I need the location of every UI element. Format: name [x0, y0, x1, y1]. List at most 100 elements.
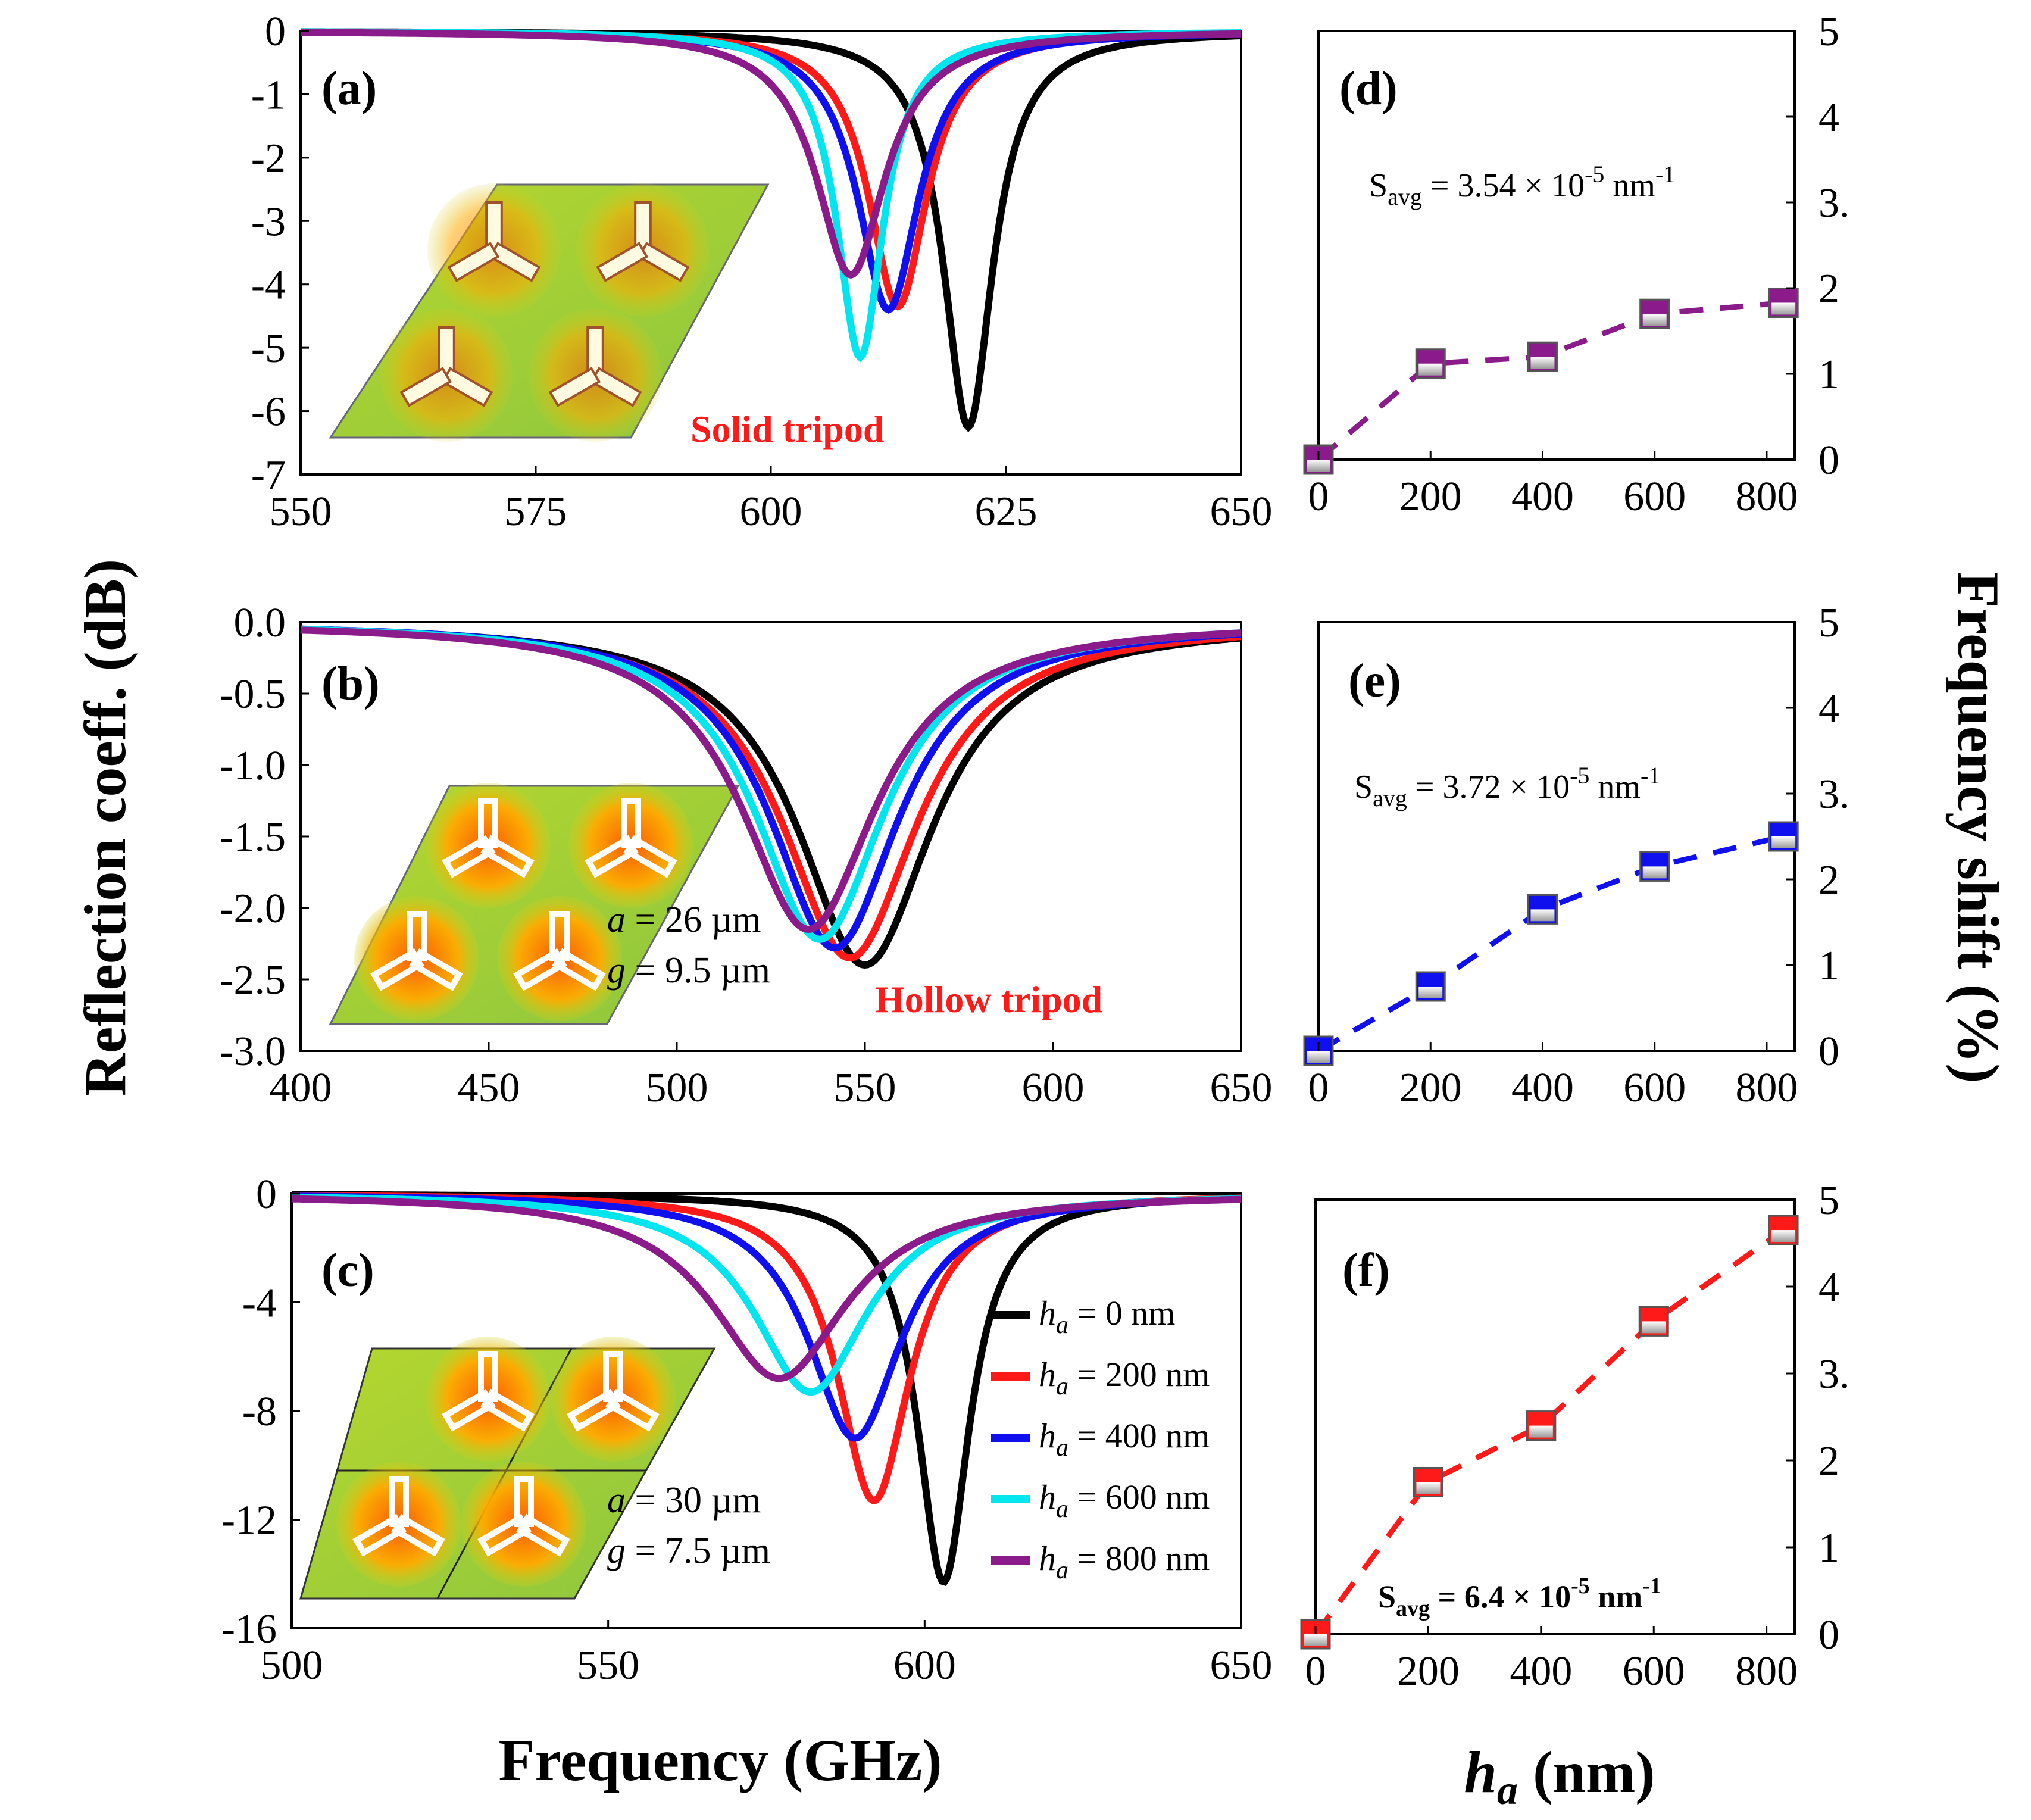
y-tick-label: 5	[1818, 9, 1839, 55]
y-tick-label: -2.5	[220, 957, 286, 1003]
tripod-unit	[461, 1462, 586, 1587]
panel-a: 550 575 600 625 650 0 -1 -2 -3 -4 -5 -6 -7 (a) Solid…	[251, 9, 1273, 535]
plot-a-curves	[300, 28, 1242, 432]
data-point-f-0	[1300, 1619, 1331, 1650]
panel-label-f: (f)	[1342, 1244, 1390, 1297]
y-tick-label: -1.0	[220, 743, 286, 789]
tripod-arm	[352, 1513, 407, 1557]
y-tick-label: 3.	[1818, 1351, 1850, 1397]
tripod-arm	[585, 835, 639, 878]
x-axis-title-left: Frequency (GHz)	[498, 1727, 942, 1793]
y-tick-label: 2	[1818, 857, 1839, 903]
tripod-unit	[427, 183, 561, 317]
x-tick-label: 600	[893, 1643, 956, 1688]
y-tick-label: 2	[1818, 1438, 1839, 1484]
x-tick-label: 400	[1511, 474, 1574, 520]
y-tick-label: 0	[1818, 1612, 1839, 1658]
tripod-unit	[354, 896, 479, 1021]
panel-d-frame	[1317, 30, 1796, 461]
legend-item: ha = 400 nm	[991, 1416, 1210, 1462]
y-axis-title-right: Frequency shift (%)	[1945, 572, 2011, 1083]
x-tick-label: 200	[1399, 474, 1462, 520]
panel-c: 500 550 600 650 0 -4 -8 -12 -16 (c) a = 30 µm g …	[221, 1172, 1273, 1688]
tripod-unit	[336, 1462, 461, 1587]
data-point-d-2	[1527, 341, 1558, 372]
x-tick-label: 800	[1735, 1649, 1798, 1694]
trend-line-f	[1313, 1228, 1785, 1636]
param-a-c: a = 30 µm	[607, 1480, 761, 1521]
data-point-d-4	[1768, 287, 1799, 318]
x-tick-label: 500	[261, 1643, 323, 1688]
x-tick-label: 200	[1397, 1649, 1460, 1694]
y-tick-label: 2	[1818, 266, 1839, 312]
tripod-unit	[497, 896, 622, 1021]
y-tick-label: -2.0	[220, 886, 286, 932]
legend-label: ha = 0 nm	[1039, 1294, 1175, 1339]
inset-title-b: Hollow tripod	[875, 978, 1102, 1020]
y-tick-label: -5	[251, 326, 286, 372]
param-g-b: g = 9.5 µm	[607, 950, 770, 991]
trend-line-d	[1317, 300, 1784, 462]
x-tick-label: 600	[1623, 1649, 1685, 1694]
param-a-b: a = 26 µm	[607, 900, 761, 940]
plot-c-curves	[291, 1191, 1242, 1587]
y-tick-label: 0	[265, 9, 286, 55]
panel-label-b: (b)	[321, 658, 380, 710]
x-tick-label: 800	[1735, 1065, 1798, 1111]
panel-label-c: (c)	[321, 1244, 374, 1297]
panel-a-inset	[329, 183, 770, 442]
series-line-c-4	[291, 1195, 1242, 1382]
y-tick-label: -1.5	[220, 814, 286, 860]
y-tick-label: 4	[1818, 686, 1839, 732]
x-tick-label: 400	[270, 1065, 332, 1111]
x-tick-label: 200	[1399, 1065, 1462, 1111]
legend-item: ha = 800 nm	[991, 1539, 1210, 1584]
data-point-e-3	[1639, 851, 1670, 882]
x-tick-label: 0	[1305, 1649, 1326, 1694]
y-tick-label: 5	[1818, 1178, 1839, 1223]
y-tick-label: 0	[256, 1172, 277, 1218]
series-line-b-4	[300, 626, 1242, 934]
data-point-d-3	[1639, 298, 1670, 329]
panel-f: 0 200 400 600 800 0 1 2 3. 4 5 (f) Savg = 6.4 × 10…	[1300, 1178, 1850, 1694]
tripod-arm	[637, 242, 690, 282]
panel-label-d: (d)	[1339, 63, 1398, 115]
y-axis-title-left: Reflection coeff. (dB)	[72, 559, 138, 1096]
x-tick-label: 0	[1308, 1065, 1329, 1111]
panel-d: 0 200 400 600 800 0 1 2 3. 4 5 (d) Savg = 3.54 × 1…	[1303, 9, 1850, 520]
tripod-arm	[513, 948, 567, 991]
tripod-arm	[440, 367, 493, 407]
y-tick-label: -3.0	[220, 1029, 286, 1075]
tripod-arm	[567, 1388, 621, 1432]
plot-f-points	[1300, 1215, 1799, 1650]
tripod-arm	[442, 1388, 496, 1432]
tripod-unit	[568, 783, 693, 908]
tripod-arm	[488, 242, 541, 282]
y-tick-label: 0	[1818, 1029, 1839, 1075]
x-axis-title-right: ha (nm)	[1464, 1739, 1655, 1813]
y-tick-label: -2	[251, 136, 286, 182]
savg-e: Savg = 3.72 × 10-5 nm-1	[1354, 762, 1660, 811]
plot-d-points	[1303, 287, 1799, 475]
tripod-unit	[380, 308, 513, 442]
tripod-arm	[596, 242, 649, 282]
data-point-f-1	[1413, 1467, 1443, 1497]
x-tick-label: 600	[1623, 1065, 1686, 1111]
x-tick-label: 400	[1511, 1065, 1574, 1111]
y-tick-label: 1	[1818, 943, 1839, 989]
panel-b: 400 450 500 550 600 650 0.0 -0.5 -1.0 -1.5 -2.0 -2.…	[220, 600, 1272, 1111]
x-tick-label: 650	[1210, 1065, 1273, 1111]
tripod-unit	[529, 308, 662, 442]
legend-item: ha = 0 nm	[991, 1294, 1175, 1339]
y-tick-label: -8	[242, 1389, 277, 1435]
x-tick-label: 450	[458, 1065, 520, 1111]
tripod-unit	[426, 783, 551, 908]
y-tick-label: 4	[1818, 95, 1839, 141]
data-point-d-1	[1415, 348, 1446, 379]
x-tick-label: 600	[1022, 1065, 1085, 1111]
panel-b-inset	[354, 783, 693, 1021]
panel-e: 0 200 400 600 800 0 1 2 3. 4 5 (e) Savg = 3.72 × 1…	[1303, 600, 1850, 1111]
savg-f: Savg = 6.4 × 10-5 nm-1	[1378, 1574, 1661, 1621]
param-g-c: g = 7.5 µm	[607, 1531, 770, 1571]
